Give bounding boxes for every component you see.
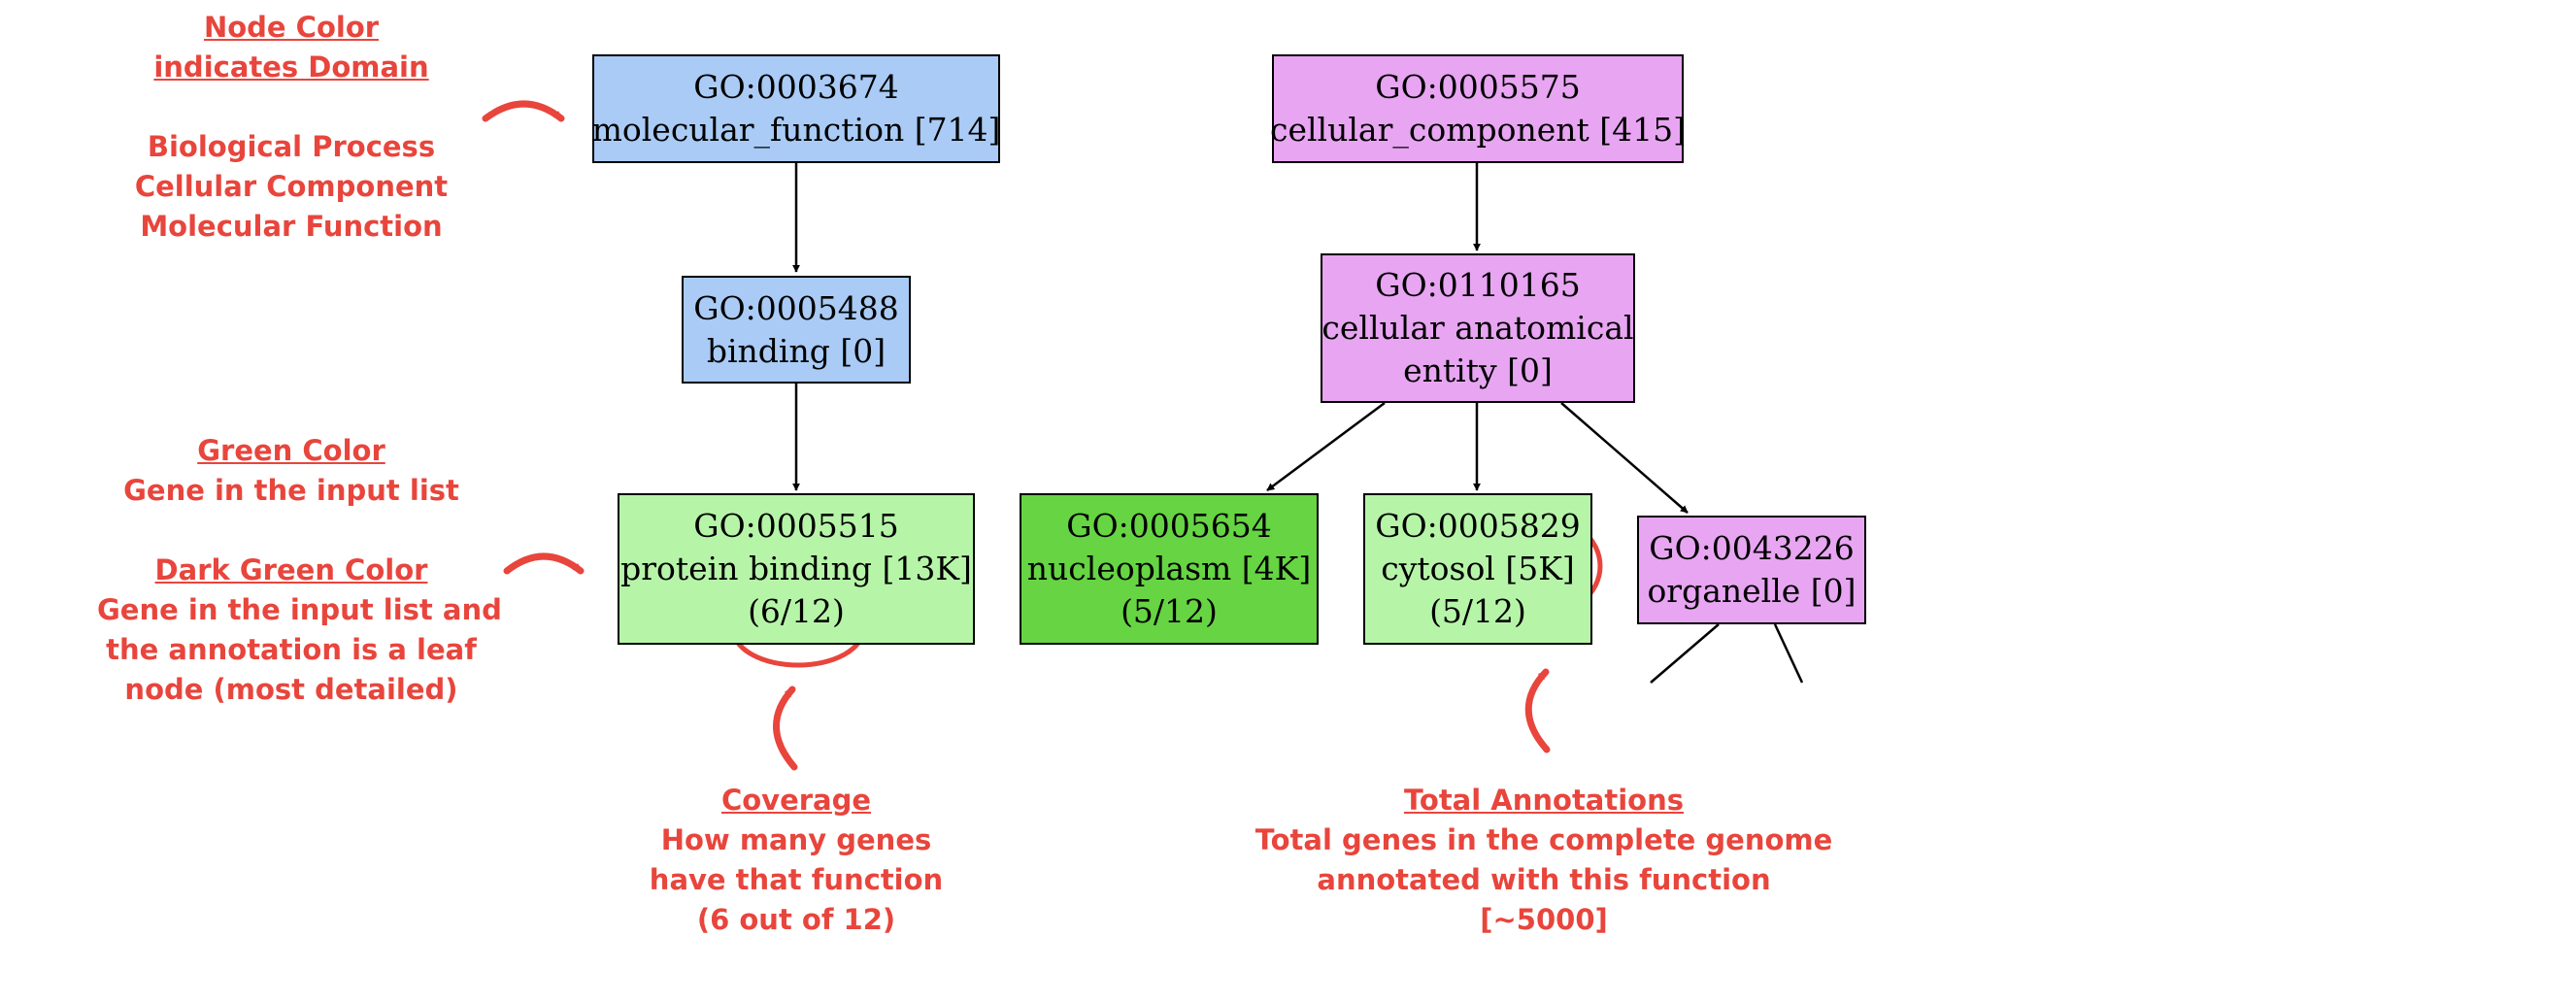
node-id: GO:0110165 [1375,266,1581,304]
total-line-1: Total genes in the complete genome [1255,823,1833,856]
node-binding: GO:0005488 binding [0] [682,276,911,384]
node-coverage: (5/12) [1121,592,1218,630]
total-title: Total Annotations [1403,784,1685,817]
dark-green-title: Dark Green Color [154,553,428,586]
node-cytosol: GO:0005829 cytosol [5K] (5/12) [1363,493,1592,645]
coverage-annotation: Coverage How many genes have that functi… [602,781,990,940]
node-color-pointer-arrow [482,100,565,122]
coverage-line-3: (6 out of 12) [696,903,896,936]
node-label: molecular_function [714] [591,111,1001,149]
node-label: binding [0] [706,331,887,370]
dark-green-line-2: the annotation is a leaf [106,633,477,666]
node-coverage: (5/12) [1429,592,1526,630]
node-id: GO:0003674 [693,68,899,106]
node-color-title-line2: indicates Domain [153,50,429,84]
node-nucleoplasm: GO:0005654 nucleoplasm [4K] (5/12) [1020,493,1319,645]
domain-cellular-component: Cellular Component [134,170,449,203]
coverage-line-2: have that function [649,863,944,896]
node-id: GO:0005515 [693,507,899,545]
node-color-title-line1: Node Color [203,11,380,44]
node-cellular-anatomical-entity: GO:0110165 cellular anatomical entity [0… [1321,253,1635,403]
node-organelle: GO:0043226 organelle [0] [1637,516,1866,624]
edge-cae-nucleoplasm [1266,401,1386,492]
node-id: GO:0043226 [1649,529,1855,567]
total-annotations-annotation: Total Annotations Total genes in the com… [1233,781,1855,940]
green-title: Green Color [197,434,385,467]
domain-molecular-function: Molecular Function [140,210,443,243]
domain-biological-process: Biological Process [147,130,436,163]
edge-cae-organelle [1560,402,1689,514]
node-id: GO:0005654 [1066,507,1272,545]
node-label: protein binding [13K] [620,550,972,587]
dark-green-line-3: node (most detailed) [124,673,458,706]
node-protein-binding: GO:0005515 protein binding [13K] (6/12) [618,493,975,645]
edge-organelle-child-2 [1773,623,1804,684]
node-label-line2: entity [0] [1403,351,1553,389]
coverage-pointer-arrow [773,685,798,771]
node-label: cytosol [5K] [1381,550,1575,587]
dark-green-pointer-arrow [503,552,585,575]
coverage-title: Coverage [720,784,872,817]
node-color-annotation: Node Color indicates Domain Biological P… [117,8,466,247]
total-line-3: [~5000] [1480,903,1608,936]
node-id: GO:0005575 [1375,68,1581,106]
edge-organelle-child-1 [1650,623,1720,684]
green-desc: Gene in the input list [123,474,459,507]
total-line-2: annotated with this function [1317,863,1771,896]
node-label: nucleoplasm [4K] [1026,550,1312,587]
node-id: GO:0005829 [1375,507,1581,545]
node-coverage: (6/12) [748,592,845,630]
node-cellular-component: GO:0005575 cellular_component [415] [1269,54,1687,163]
node-molecular-function: GO:0003674 molecular_function [714] [592,54,1000,163]
dark-green-line-1: Gene in the input list and [97,593,502,626]
node-label: organelle [0] [1647,572,1857,610]
node-label-line1: cellular anatomical [1321,309,1634,347]
coverage-line-1: How many genes [660,823,932,856]
node-id: GO:0005488 [693,288,899,327]
total-pointer-arrow [1524,668,1551,753]
green-annotation: Green Color Gene in the input list Dark … [97,431,502,710]
node-label: cellular_component [415] [1269,111,1687,149]
